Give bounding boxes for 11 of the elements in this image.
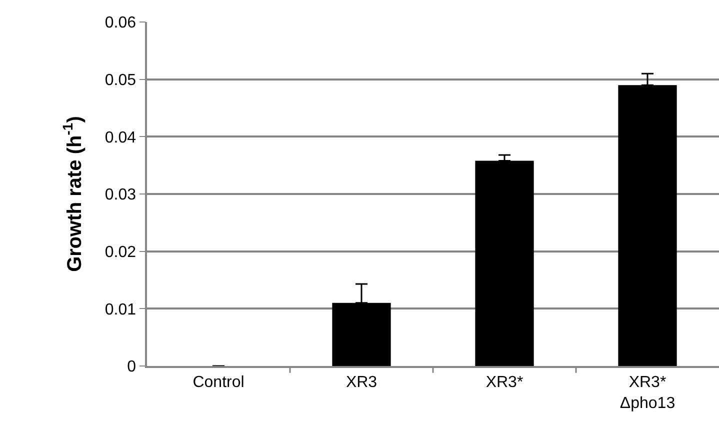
y-tick-label: 0.02 xyxy=(104,244,136,261)
x-tick-label: XR3 xyxy=(346,374,378,391)
x-tick-label: Control xyxy=(192,374,244,391)
y-tick-label: 0.03 xyxy=(104,186,136,204)
x-tick-label: XR3* xyxy=(486,374,524,391)
y-tick-label: 0.04 xyxy=(104,129,136,146)
y-tick-label: 0 xyxy=(127,358,136,376)
x-tick-label: XR3* Δpho13 xyxy=(620,374,676,412)
y-tick-label: 0.05 xyxy=(104,72,136,89)
y-tick-label: 0.01 xyxy=(104,301,136,318)
y-tick-label: 0.06 xyxy=(104,14,136,32)
